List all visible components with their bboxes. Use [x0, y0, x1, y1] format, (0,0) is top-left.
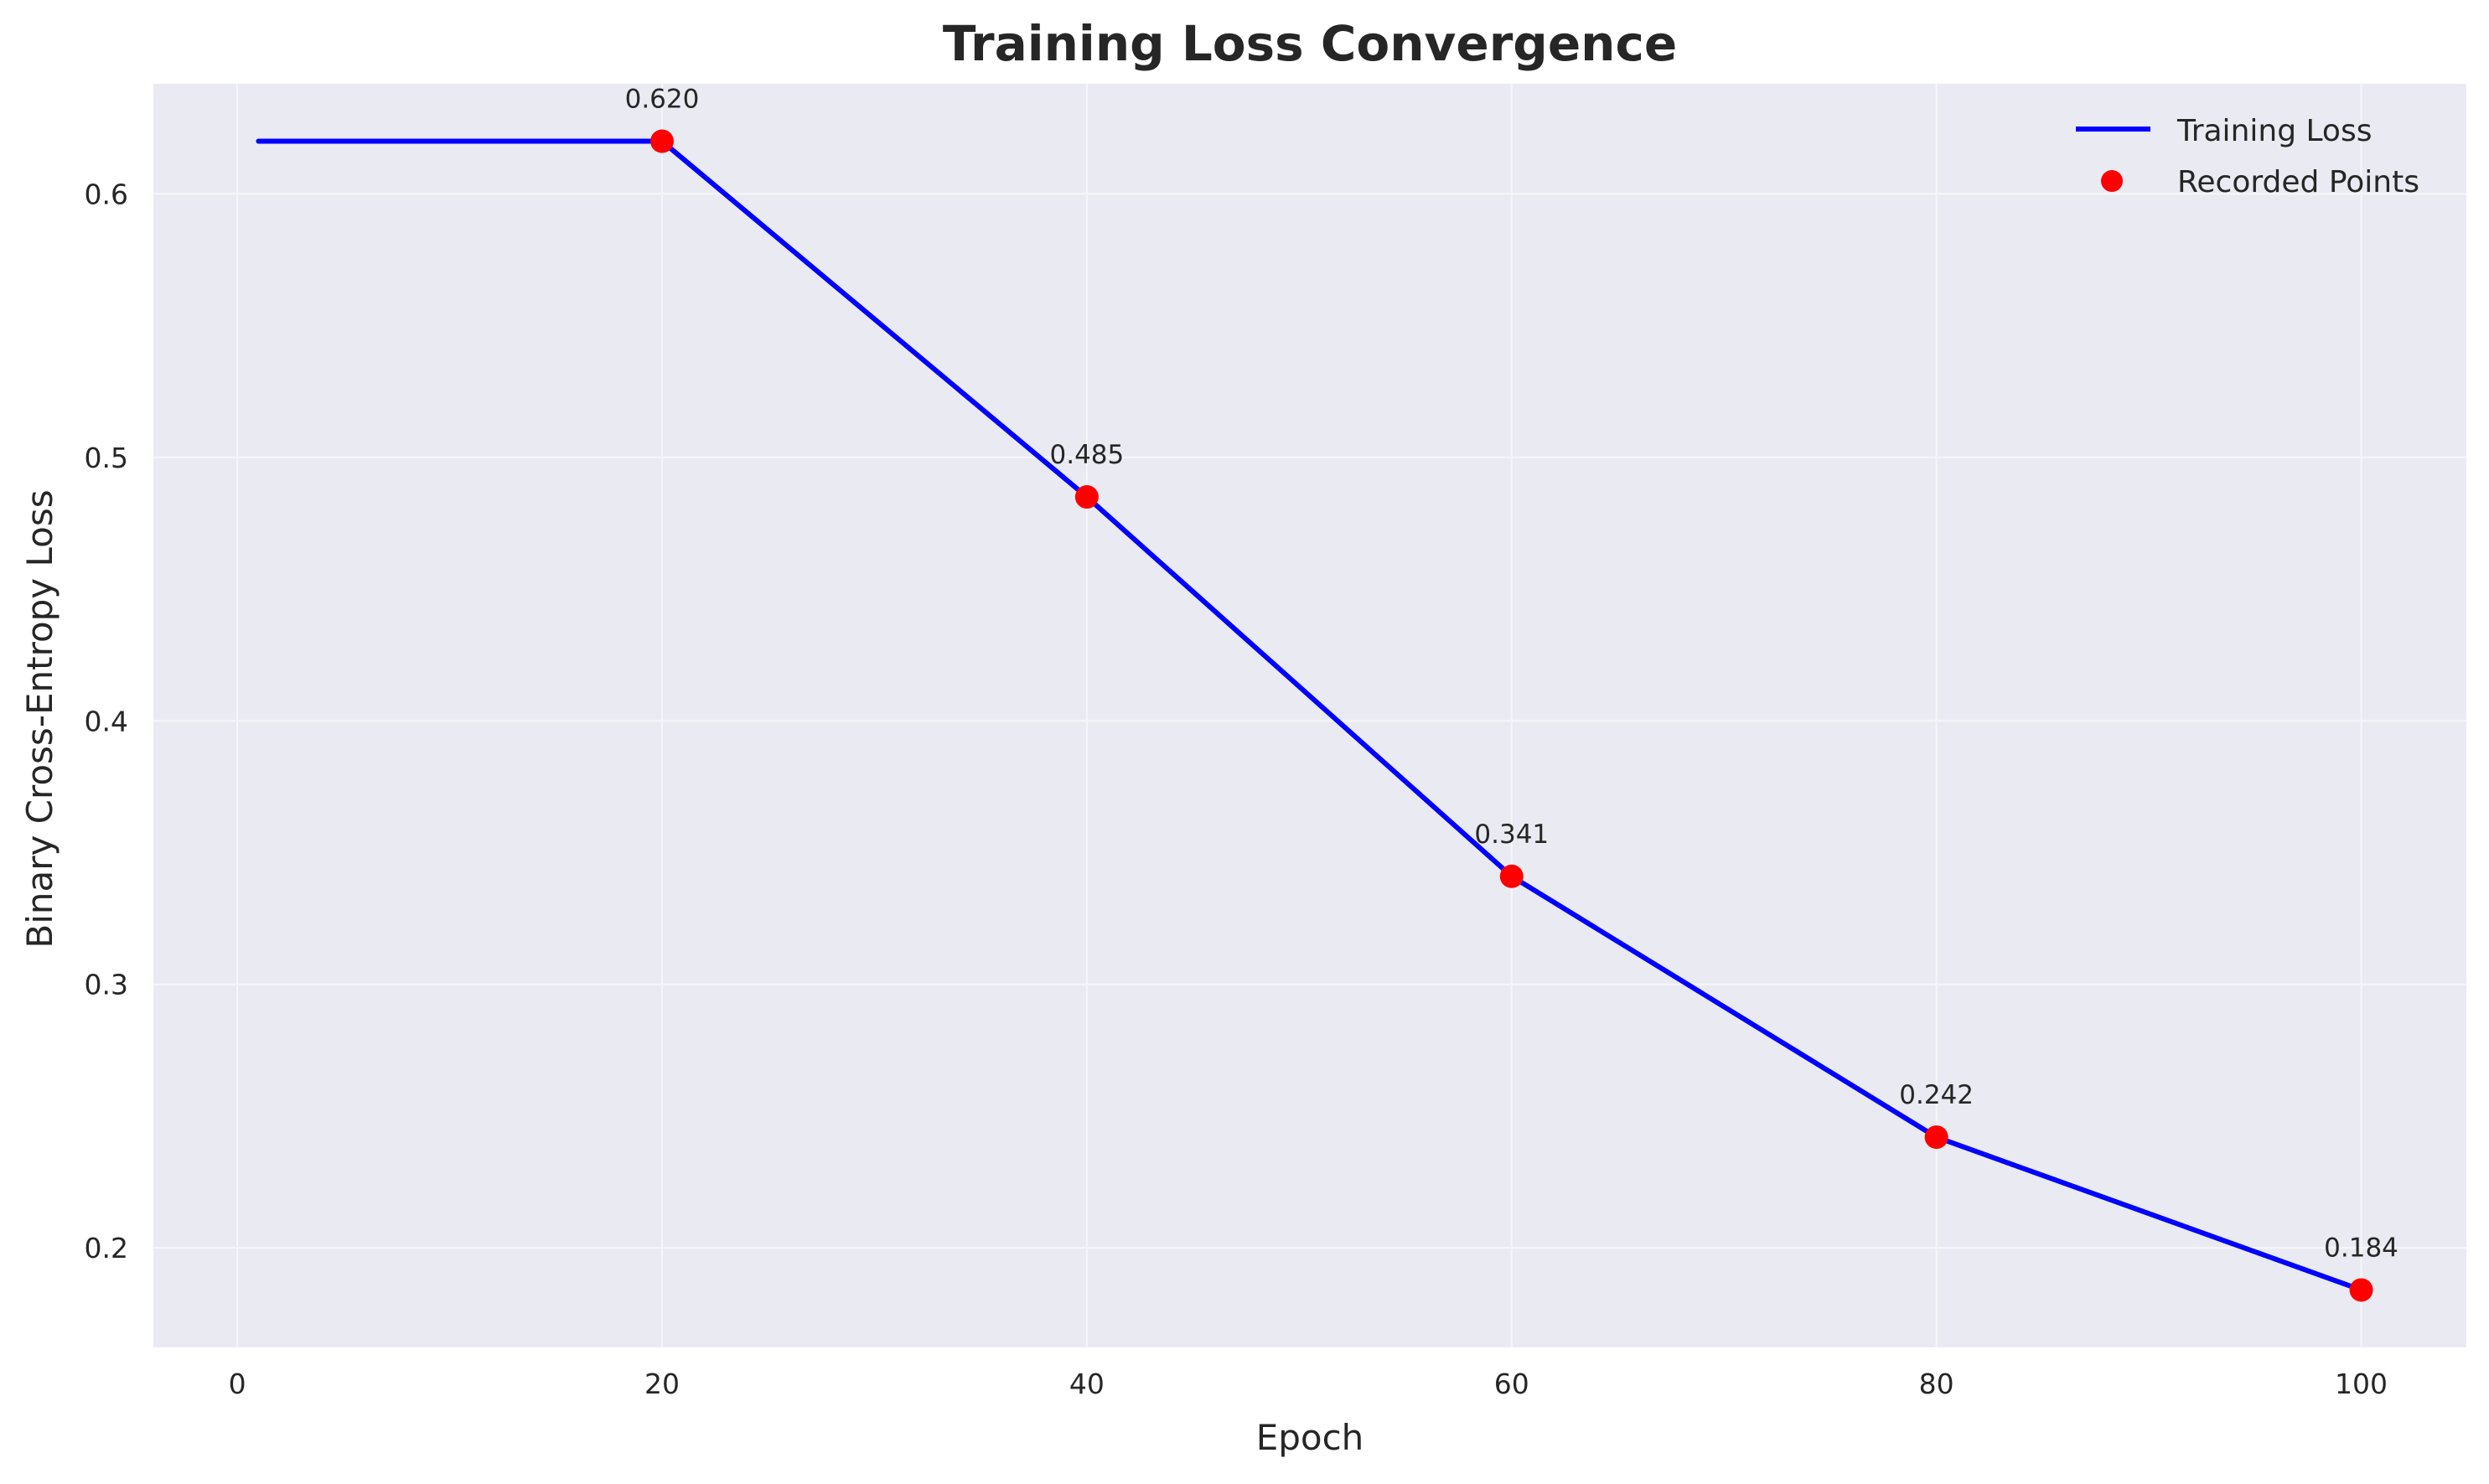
- y-tick-label: 0.3: [85, 969, 128, 1001]
- data-label: 0.620: [625, 85, 700, 115]
- x-axis-ticks: 0 20 40 60 80 100: [229, 1368, 2388, 1400]
- recorded-point: [1499, 864, 1524, 888]
- data-label: 0.242: [1899, 1080, 1974, 1110]
- data-labels: 0.620 0.485 0.341 0.242 0.184: [625, 85, 2398, 1264]
- grid-lines: [153, 84, 2466, 1347]
- plot-area-background: [153, 84, 2466, 1347]
- y-tick-label: 0.2: [85, 1232, 128, 1264]
- y-tick-label: 0.4: [85, 705, 128, 737]
- y-tick-label: 0.5: [85, 442, 128, 474]
- data-label: 0.485: [1050, 440, 1125, 470]
- data-label: 0.341: [1474, 820, 1549, 850]
- x-tick-label: 60: [1494, 1368, 1529, 1400]
- chart-title: Training Loss Convergence: [943, 15, 1677, 72]
- recorded-point: [2349, 1278, 2373, 1302]
- recorded-points-layer: [649, 129, 2373, 1302]
- recorded-point: [649, 129, 674, 153]
- x-tick-label: 80: [1919, 1368, 1954, 1400]
- training-loss-line: [256, 138, 2364, 1293]
- y-axis-label: Binary Cross-Entropy Loss: [19, 489, 60, 948]
- x-tick-label: 40: [1069, 1368, 1105, 1400]
- x-tick-label: 20: [644, 1368, 680, 1400]
- data-label: 0.184: [2324, 1233, 2398, 1263]
- legend-training-loss-label: Training Loss: [2176, 114, 2372, 148]
- y-tick-label: 0.6: [85, 178, 128, 210]
- x-tick-label: 0: [229, 1368, 246, 1400]
- y-axis-ticks: 0.2 0.3 0.4 0.5 0.6: [85, 178, 128, 1264]
- legend-recorded-points-label: Recorded Points: [2177, 165, 2419, 199]
- legend: Training Loss Recorded Points: [2076, 114, 2419, 199]
- recorded-point: [1074, 485, 1099, 509]
- series-layer: [256, 138, 2364, 1293]
- legend-recorded-points-marker: [2101, 170, 2123, 192]
- recorded-point: [1924, 1125, 1948, 1150]
- x-tick-label: 100: [2335, 1368, 2388, 1400]
- x-axis-label: Epoch: [1256, 1417, 1364, 1458]
